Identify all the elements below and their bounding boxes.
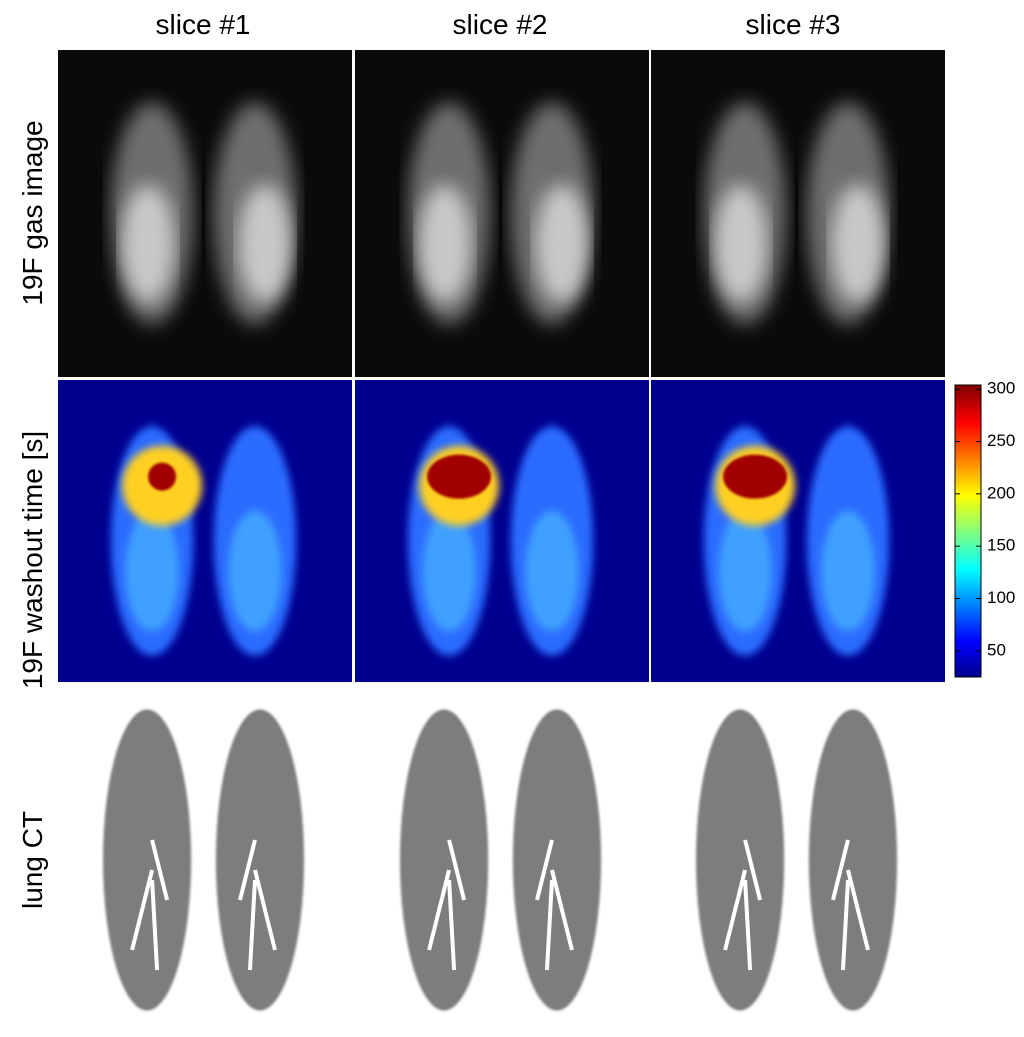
lung-map [422,510,476,632]
vessels [723,839,763,971]
lung-signal [831,184,885,303]
lung-ct [215,709,305,1011]
vessels [238,839,277,971]
lung-map [718,510,772,632]
panel-background [355,50,649,377]
image-panel [651,685,945,1035]
lung-signal [418,184,472,303]
panel-background [355,380,649,682]
image-panel [58,685,352,1035]
panel-background [58,50,352,377]
image-panel [651,380,945,682]
panel-background [651,380,945,682]
vessels [427,839,467,971]
colorbar-tick-label: 100 [987,588,1015,607]
panel-background [58,380,352,682]
lung-signal [535,184,589,303]
image-panel [651,50,945,377]
lung-ct [102,709,192,1011]
lung-ct [808,709,898,1011]
colorbar: 50 100 150 200 250 300 [954,379,1015,678]
colorbar-scale [954,384,982,678]
column-title: slice #1 [156,9,251,40]
panel-background [651,50,945,377]
lung-map [821,510,875,632]
colorbar-tick-label: 200 [987,483,1015,502]
hot-spot [427,454,492,499]
vessels [535,839,574,971]
vessels [130,839,170,971]
lung-ct [399,709,489,1011]
colorbar-tick-label: 300 [987,379,1015,398]
colorbar-tick-label: 50 [987,640,1006,659]
hot-spot [723,454,788,499]
lung-map [125,510,179,632]
image-panel [58,50,352,377]
column-title: slice #2 [453,9,548,40]
panel-background [58,685,352,1035]
panel-background [355,685,649,1035]
lung-ct [695,709,785,1011]
image-panel [355,380,649,682]
lung-map [525,510,579,632]
panel-background [651,685,945,1035]
lung-map [228,510,282,632]
hot-spot [148,462,177,491]
image-grid [58,50,945,1035]
row-label: 19F washout time [s] [17,431,48,689]
lung-signal [121,184,175,303]
image-panel [355,685,649,1035]
image-panel [355,50,649,377]
lung-signal [238,184,292,303]
row-label: lung CT [17,811,48,909]
image-panel [58,380,352,682]
lung-signal [714,184,768,303]
row-label: 19F gas image [17,120,48,305]
vessels [831,839,870,971]
colorbar-tick-label: 250 [987,431,1015,450]
colorbar-tick-label: 150 [987,536,1015,555]
lung-ct [512,709,602,1011]
column-title: slice #3 [746,9,841,40]
